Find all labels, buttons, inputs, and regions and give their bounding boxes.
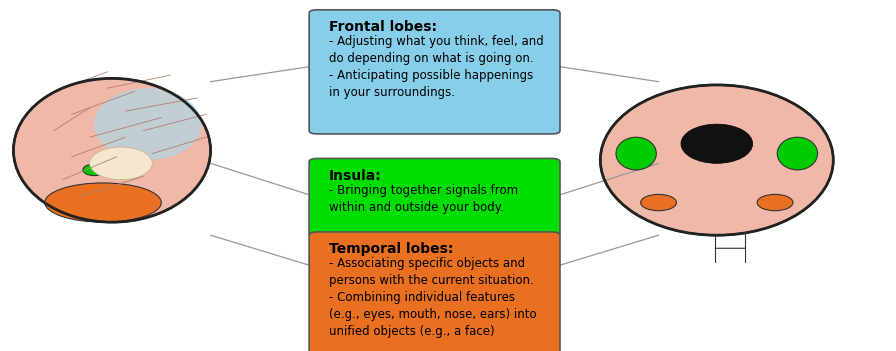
Ellipse shape <box>90 147 152 180</box>
FancyBboxPatch shape <box>309 10 560 134</box>
Text: - Bringing together signals from
within and outside your body.: - Bringing together signals from within … <box>329 184 518 214</box>
Ellipse shape <box>778 137 818 170</box>
Ellipse shape <box>82 164 106 176</box>
Ellipse shape <box>681 124 753 163</box>
Text: - Adjusting what you think, feel, and
do depending on what is going on.
- Antici: - Adjusting what you think, feel, and do… <box>329 35 544 99</box>
Text: Frontal lobes:: Frontal lobes: <box>329 20 437 34</box>
Ellipse shape <box>641 194 676 211</box>
FancyBboxPatch shape <box>309 158 560 237</box>
Ellipse shape <box>94 88 202 160</box>
FancyBboxPatch shape <box>309 232 560 351</box>
Text: Temporal lobes:: Temporal lobes: <box>329 243 453 256</box>
Ellipse shape <box>13 78 211 222</box>
Text: Insula:: Insula: <box>329 169 382 183</box>
Ellipse shape <box>45 183 161 222</box>
Text: - Associating specific objects and
persons with the current situation.
- Combini: - Associating specific objects and perso… <box>329 257 537 338</box>
Ellipse shape <box>600 85 833 235</box>
Ellipse shape <box>616 137 657 170</box>
Ellipse shape <box>757 194 793 211</box>
